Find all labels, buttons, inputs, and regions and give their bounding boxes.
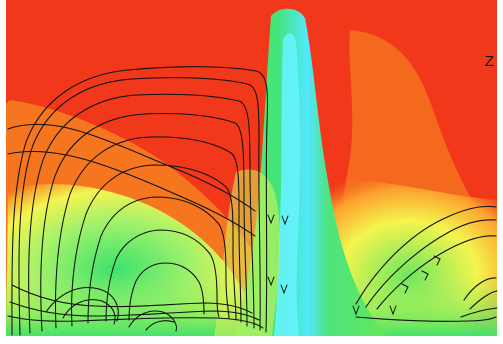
left-streamline-bundle	[7, 66, 269, 336]
streamline	[11, 66, 269, 336]
streamline	[7, 315, 264, 329]
streamline	[355, 205, 497, 305]
streamline	[460, 307, 498, 318]
arrow-marker	[352, 305, 360, 316]
streamline	[128, 262, 205, 321]
streamline	[62, 299, 116, 325]
streamline	[105, 229, 220, 322]
streamline	[28, 93, 255, 334]
streamline	[9, 301, 260, 321]
streamline	[18, 77, 261, 336]
streamline	[355, 316, 497, 322]
arrow-marker	[280, 284, 288, 295]
streamline	[7, 151, 256, 237]
plume-yellow-shoulder	[214, 169, 280, 336]
arrow-marker	[281, 215, 289, 226]
streamline	[7, 123, 256, 212]
streamline	[365, 219, 497, 308]
streamline	[128, 310, 177, 332]
arrow-marker	[401, 283, 409, 294]
streamline	[87, 196, 230, 324]
arrow-marker	[267, 214, 275, 225]
streamline	[463, 277, 497, 301]
corner-label: Z	[484, 53, 494, 70]
arrow-marker	[433, 255, 441, 266]
cyan-core	[274, 33, 301, 336]
arrow-marker	[389, 305, 397, 316]
streamline	[376, 235, 497, 310]
flow-arrow-markers	[267, 214, 441, 316]
streamline	[11, 284, 253, 314]
arrow-marker	[421, 270, 429, 281]
streamline	[40, 112, 248, 332]
streamline	[54, 136, 242, 329]
streamline	[145, 320, 175, 331]
arrow-marker	[267, 276, 275, 287]
right-streamline-bundle	[355, 205, 498, 322]
streamline	[45, 287, 119, 322]
streamline	[71, 164, 237, 327]
streamline	[469, 290, 498, 310]
